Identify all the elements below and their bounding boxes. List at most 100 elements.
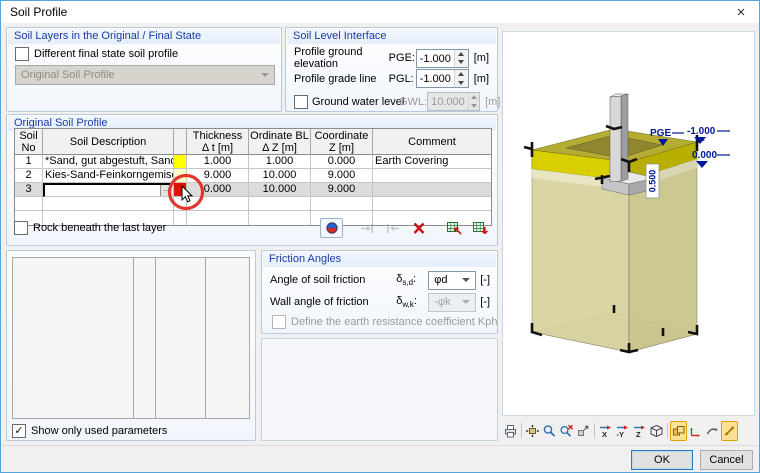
spin-down-icon[interactable] [458, 80, 465, 85]
viewport-toolbar: X -Y Z [502, 418, 755, 443]
soil-description-cell[interactable]: Kies-Sand-Feinkorngemisch, Sprengu [43, 169, 174, 183]
col-header-description: Soil Description [43, 129, 174, 155]
group-title: Friction Angles [263, 252, 496, 267]
delete-all-rows-icon [413, 222, 424, 234]
ordinate-cell[interactable]: 10.000 [249, 169, 311, 183]
wall-friction-combo: -φk [428, 292, 477, 312]
soil-color-swatch[interactable] [174, 155, 187, 169]
show-axes-button[interactable] [687, 421, 704, 441]
soil-color-swatch[interactable] [174, 169, 187, 183]
parameters-table[interactable] [12, 257, 250, 419]
pan-view-button[interactable] [524, 421, 541, 441]
view-x-button[interactable]: X [597, 421, 614, 441]
ok-button[interactable]: OK [631, 450, 693, 470]
browse-soil-button[interactable]: ... [160, 185, 173, 196]
group-title: Soil Layers in the Original / Final Stat… [8, 29, 280, 44]
rock-beneath-checkbox[interactable]: Rock beneath the last layer [14, 221, 166, 235]
zoom-button[interactable] [541, 421, 558, 441]
spin-up-icon[interactable] [458, 51, 465, 56]
zoom-cancel-button[interactable] [558, 421, 575, 441]
checkbox-box[interactable] [14, 221, 28, 235]
gwl-symbol: GWL: [399, 95, 428, 108]
soil-level-group: Soil Level Interface Profile ground elev… [285, 27, 501, 112]
pgl-row: Profile grade line PGL: -1.000 [m] [294, 69, 489, 88]
pgl-spinner[interactable]: -1.000 [415, 69, 469, 88]
soil-description-edit-cell[interactable]: ... [43, 183, 174, 197]
coordinate-cell[interactable]: 9.000 [311, 169, 373, 183]
original-soil-profile-group: Original Soil Profile Soil No Soil Descri… [6, 114, 498, 246]
checkbox-box[interactable]: ✓ [12, 424, 26, 438]
edit-soil-colors-button[interactable] [320, 218, 343, 238]
delete-all-rows-button[interactable] [407, 218, 430, 238]
thickness-cell[interactable]: 9.000 [187, 169, 249, 183]
different-final-state-checkbox[interactable]: Different final state soil profile [15, 47, 178, 61]
gwl-value: 10.000 [431, 96, 465, 108]
comment-cell[interactable] [373, 183, 491, 197]
spinner-arrows[interactable] [453, 49, 468, 67]
isometric-view-button[interactable] [648, 421, 665, 441]
pge-value[interactable]: -1.000 [419, 52, 451, 65]
empty-cell [249, 211, 311, 225]
footer-divider [1, 445, 759, 446]
coordinate-cell[interactable]: 0.000 [311, 155, 373, 169]
pge-symbol: PGE: [388, 52, 415, 64]
gwl-unit: [m] [485, 95, 501, 108]
toolbar-separator [667, 423, 668, 438]
chevron-down-icon [462, 300, 471, 304]
show-used-parameters-checkbox[interactable]: ✓ Show only used parameters [12, 424, 167, 438]
thickness-cell[interactable]: 0.000 [187, 183, 249, 197]
soil-friction-combo[interactable]: φd [428, 270, 477, 290]
soil-3d-viewport[interactable]: PGE -1.000 0.000 0.500 [502, 31, 755, 416]
rotate-view-button[interactable] [704, 421, 721, 441]
show-dimensions-button[interactable] [721, 420, 738, 441]
combo-value: φd [434, 274, 448, 286]
ordinate-cell[interactable]: 10.000 [249, 183, 311, 197]
row-no[interactable]: 2 [15, 169, 43, 183]
pgl-value[interactable]: -1.000 [419, 73, 451, 85]
col-header-ordinate: Ordinate BL Δ Z [m] [249, 129, 311, 155]
spin-up-icon[interactable] [458, 72, 465, 77]
zoom-icon [543, 424, 556, 437]
delete-row-icon [386, 223, 399, 233]
row-no[interactable]: 1 [15, 155, 43, 169]
ordinate-cell[interactable]: 1.000 [249, 155, 311, 169]
show-dimensions-icon [724, 425, 735, 436]
empty-cell [311, 211, 373, 225]
zoom-cancel-icon [560, 424, 573, 437]
perspective-view-button[interactable] [670, 420, 687, 441]
dialog-title: Soil Profile [10, 5, 68, 19]
spinner-arrows[interactable] [453, 70, 468, 87]
empty-cell [43, 197, 174, 211]
pgl-symbol: PGL: [388, 72, 414, 85]
close-icon[interactable]: × [736, 3, 746, 21]
insert-row-icon [360, 223, 373, 233]
cancel-button[interactable]: Cancel [700, 450, 753, 470]
soil-color-swatch[interactable] [174, 183, 187, 197]
print-button[interactable] [502, 421, 519, 441]
thickness-cell[interactable]: 1.000 [187, 155, 249, 169]
view-minus-y-button[interactable]: -Y [614, 421, 631, 441]
comment-cell[interactable]: Earth Covering [373, 155, 491, 169]
empty-cell [174, 211, 187, 225]
export-excel-button[interactable] [468, 218, 491, 238]
svg-text:X: X [602, 430, 607, 438]
soil-profile-combo: Original Soil Profile [15, 65, 275, 85]
row-no[interactable]: 3 [15, 183, 43, 197]
drag-view-button[interactable] [575, 421, 592, 441]
spin-down-icon[interactable] [458, 60, 465, 65]
soil-3d-view: PGE -1.000 0.000 0.500 [523, 93, 730, 354]
soil-description-cell[interactable]: *Sand, gut abgestuft, Sand, kiesig (S [43, 155, 174, 169]
pge-label: Profile ground elevation [294, 46, 363, 70]
coordinate-cell[interactable]: 9.000 [311, 183, 373, 197]
soil-layers-group: Soil Layers in the Original / Final Stat… [6, 27, 282, 112]
define-kph-checkbox: Define the earth resistance coefficient … [272, 315, 497, 329]
view-z-button[interactable]: Z [631, 421, 648, 441]
checkbox-box[interactable] [294, 94, 308, 109]
gwl-spinner: 10.000 [427, 92, 481, 111]
ground-water-checkbox[interactable]: Ground water level [294, 94, 404, 109]
edit-soil-colors-icon [325, 221, 338, 234]
import-excel-button[interactable] [442, 218, 465, 238]
pge-spinner[interactable]: -1.000 [415, 48, 469, 68]
checkbox-box[interactable] [15, 47, 29, 61]
comment-cell[interactable] [373, 169, 491, 183]
